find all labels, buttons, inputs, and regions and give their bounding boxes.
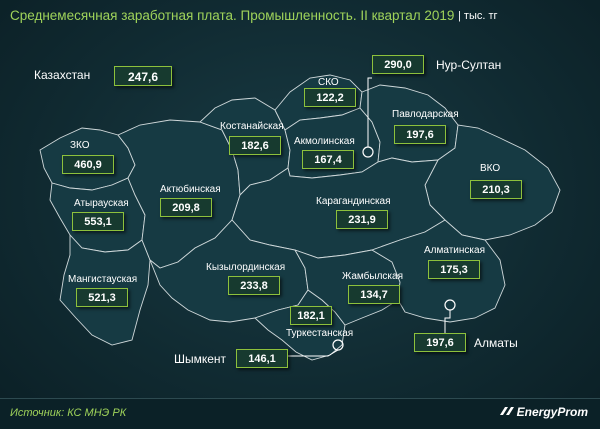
brand-name: EnergyProm [516, 405, 588, 419]
country-label: Казахстан [34, 68, 91, 82]
region-zhambyl[interactable] [294, 249, 401, 326]
energyprom-logo-icon [499, 407, 514, 415]
kostanay-label: Костанайская [220, 121, 284, 132]
nursultan-label: Нур-Султан [436, 58, 502, 72]
zko-label: ЗКО [70, 140, 90, 151]
unit-label: | тыс. тг [458, 10, 498, 22]
pavlodar-label: Павлодарская [392, 109, 459, 120]
mangistau-label: Мангистауская [68, 274, 138, 285]
turkestan-value[interactable]: 182,1 [290, 306, 332, 325]
almaty-oblast-label: Алматинская [424, 245, 485, 256]
karaganda-label: Карагандинская [316, 196, 391, 207]
nursultan-leader [367, 77, 372, 147]
country-value[interactable]: 247,6 [114, 66, 172, 86]
brand: EnergyProm [499, 405, 588, 419]
zko-value[interactable]: 460,9 [62, 155, 114, 174]
turkestan-label: Туркестанская [286, 328, 354, 339]
vko-label: ВКО [480, 163, 501, 174]
karaganda-value[interactable]: 231,9 [336, 210, 388, 229]
footer: Источник: КС МНЭ РК EnergyProm [0, 398, 600, 429]
sko-value[interactable]: 122,2 [304, 88, 356, 107]
nursultan-value[interactable]: 290,0 [372, 55, 424, 74]
akmola-label: Акмолинская [294, 136, 355, 147]
akmola-value[interactable]: 167,4 [302, 150, 354, 169]
shymkent-label: Шымкент [174, 352, 227, 366]
kostanay-value[interactable]: 182,6 [229, 136, 281, 155]
mangistau-value[interactable]: 521,3 [76, 288, 128, 307]
pavlodar-value[interactable]: 197,6 [394, 125, 446, 144]
zhambyl-value[interactable]: 134,7 [348, 285, 400, 304]
zhambyl-label: Жамбылская [342, 271, 403, 282]
sko-label: СКО [318, 77, 339, 88]
aktobe-label: Актюбинская [160, 184, 221, 195]
shymkent-value[interactable]: 146,1 [236, 349, 288, 368]
almaty-value[interactable]: 197,6 [414, 333, 466, 352]
almaty-oblast-value[interactable]: 175,3 [428, 260, 480, 279]
almaty-label: Алматы [474, 336, 518, 350]
vko-value[interactable]: 210,3 [470, 180, 522, 199]
aktobe-value[interactable]: 209,8 [160, 198, 212, 217]
kyzylorda-label: Кызылординская [206, 262, 286, 273]
atyrau-value[interactable]: 553,1 [72, 212, 124, 231]
page-title: Среднемесячная заработная плата. Промышл… [10, 8, 455, 23]
source-note: Источник: КС МНЭ РК [10, 407, 127, 419]
almaty-leader [444, 310, 451, 335]
atyrau-label: Атырауская [74, 198, 129, 209]
kyzylorda-value[interactable]: 233,8 [228, 276, 280, 295]
